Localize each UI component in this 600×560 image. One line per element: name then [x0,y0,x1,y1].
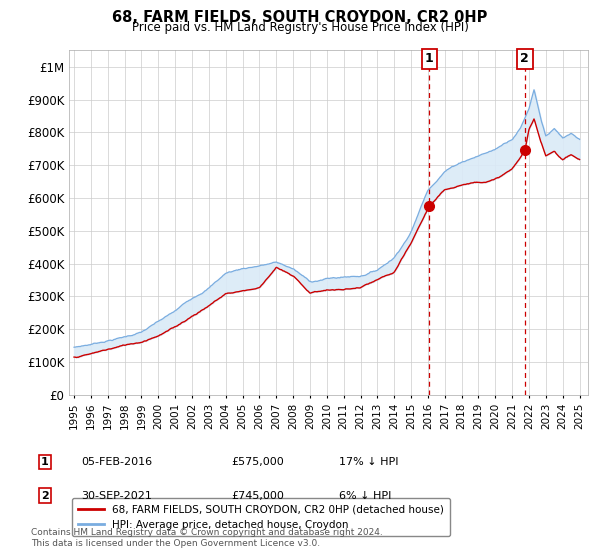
Text: Contains HM Land Registry data © Crown copyright and database right 2024.
This d: Contains HM Land Registry data © Crown c… [31,528,383,548]
Text: 2: 2 [41,491,49,501]
Text: 1: 1 [425,52,434,65]
Legend: 68, FARM FIELDS, SOUTH CROYDON, CR2 0HP (detached house), HPI: Average price, de: 68, FARM FIELDS, SOUTH CROYDON, CR2 0HP … [71,498,451,536]
Text: 1: 1 [41,457,49,467]
Text: Price paid vs. HM Land Registry's House Price Index (HPI): Price paid vs. HM Land Registry's House … [131,21,469,34]
Text: 17% ↓ HPI: 17% ↓ HPI [339,457,398,467]
Text: 30-SEP-2021: 30-SEP-2021 [81,491,152,501]
Text: 6% ↓ HPI: 6% ↓ HPI [339,491,391,501]
Text: £575,000: £575,000 [231,457,284,467]
Text: 68, FARM FIELDS, SOUTH CROYDON, CR2 0HP: 68, FARM FIELDS, SOUTH CROYDON, CR2 0HP [112,10,488,25]
Text: £745,000: £745,000 [231,491,284,501]
Text: 05-FEB-2016: 05-FEB-2016 [81,457,152,467]
Text: 2: 2 [520,52,529,65]
